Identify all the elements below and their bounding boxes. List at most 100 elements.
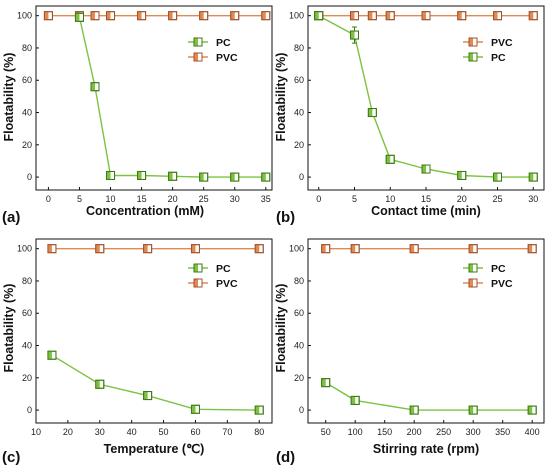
x-tick-label: 0	[316, 194, 321, 204]
data-point-pc-outline	[321, 378, 331, 388]
x-tick-label: 10	[106, 194, 116, 204]
data-point-pc-half	[528, 406, 533, 415]
data-point-pvc-half	[422, 11, 426, 20]
y-tick-label: 80	[22, 43, 32, 53]
data-point-pvc-half	[91, 11, 95, 20]
plot-frame	[35, 238, 273, 424]
data-point-pc	[421, 164, 431, 174]
legend-swatch-marker-half	[194, 38, 198, 46]
x-tick-label: 35	[261, 194, 271, 204]
data-point-pc-outline	[74, 12, 84, 22]
data-point-pc-half	[47, 351, 52, 360]
data-point-pvc	[43, 11, 53, 21]
x-tick-label: 30	[230, 194, 240, 204]
x-tick-label: 150	[377, 427, 392, 437]
y-axis-title: Floatability (%)	[2, 53, 16, 142]
data-point-pc-outline	[409, 405, 419, 415]
data-point-pc	[90, 82, 100, 92]
data-point-pc-outline	[137, 170, 147, 180]
y-tick-label: 60	[294, 75, 304, 85]
data-point-pvc-outline	[143, 244, 153, 254]
data-point-pc-half	[422, 165, 426, 174]
x-tick-label: 30	[528, 194, 538, 204]
data-point-pvc-half	[168, 11, 173, 20]
legend-swatch-marker-outline	[468, 278, 478, 288]
data-point-pc-outline	[190, 404, 200, 414]
x-tick-label: 300	[466, 427, 481, 437]
x-tick-label: 250	[436, 427, 451, 437]
data-point-pc-outline	[230, 172, 240, 182]
x-tick-label: 50	[321, 427, 331, 437]
data-point-pc-half	[386, 155, 391, 164]
legend-swatch-marker-half	[194, 53, 198, 61]
x-tick-label: 70	[222, 427, 232, 437]
data-point-pvc-outline	[385, 11, 395, 21]
data-point-pc	[74, 12, 84, 22]
y-tick-label: 0	[27, 172, 32, 182]
legend-swatch-marker	[468, 37, 478, 47]
data-point-pvc-half	[350, 11, 355, 20]
data-point-pvc-outline	[528, 11, 538, 21]
data-point-pc-half	[351, 396, 356, 405]
y-tick-label: 100	[289, 244, 304, 254]
data-point-pc	[199, 172, 209, 182]
legend: PVC PC	[463, 37, 513, 64]
data-point-pc-outline	[314, 11, 324, 21]
data-point-pc-outline	[385, 154, 395, 164]
x-tick-label: 30	[95, 427, 105, 437]
data-point-pc-outline	[493, 172, 503, 182]
data-point-pc	[190, 404, 200, 414]
data-point-pc	[261, 172, 271, 182]
data-point-pvc-half	[191, 244, 196, 253]
data-point-pvc-outline	[254, 244, 264, 254]
y-tick-label: 0	[299, 405, 304, 415]
data-point-pvc-half	[469, 244, 474, 253]
data-point-pvc	[261, 11, 271, 21]
x-tick-label: 20	[168, 194, 178, 204]
data-point-pvc-half	[106, 11, 111, 20]
series-line-pc	[78, 17, 266, 178]
legend-entry-pc: PC	[216, 37, 231, 49]
data-point-pc-half	[230, 173, 235, 182]
legend-swatch-marker	[193, 278, 203, 288]
data-point-pvc-half	[528, 244, 533, 253]
data-point-pc-half	[493, 173, 498, 182]
y-tick-label: 40	[22, 341, 32, 351]
data-point-pc-half	[106, 171, 111, 180]
y-tick-label: 100	[17, 11, 32, 21]
series-pvc	[321, 244, 537, 254]
series-line-pc	[51, 354, 260, 411]
series-pc	[74, 12, 271, 182]
data-point-pvc-half	[529, 11, 534, 20]
data-point-pvc-outline	[90, 11, 100, 21]
x-tick-label: 5	[77, 194, 82, 204]
data-point-pvc	[457, 11, 467, 21]
data-point-pc-outline	[421, 164, 431, 174]
legend: PC PVC	[188, 263, 238, 290]
data-point-pvc-half	[368, 11, 373, 20]
data-point-pvc-half	[230, 11, 235, 20]
data-point-pvc	[367, 11, 377, 21]
data-point-pvc-outline	[457, 11, 467, 21]
data-point-pc-outline	[47, 350, 57, 360]
plot-frame	[307, 238, 545, 424]
legend-entry-pvc: PVC	[491, 278, 513, 290]
chart-panel-0: 0 5 10 15 20 25 30 35 0 20 40 60 80 100 Concentration …	[2, 5, 273, 226]
data-point-pvc	[90, 11, 100, 21]
series-pvc	[314, 11, 538, 21]
series-pc	[321, 378, 537, 415]
data-point-pvc-outline	[493, 11, 503, 21]
data-point-pc-outline	[350, 395, 360, 405]
data-point-pc-half	[168, 172, 173, 181]
y-tick-label: 40	[22, 108, 32, 118]
y-tick-label: 80	[294, 276, 304, 286]
data-point-pvc-outline	[527, 244, 537, 254]
data-point-pvc-outline	[47, 244, 57, 254]
data-point-pc-outline	[95, 379, 105, 389]
x-tick-label: 350	[495, 427, 510, 437]
x-tick-label: 80	[254, 427, 264, 437]
data-point-pc-outline	[90, 82, 100, 92]
data-point-pvc-half	[457, 11, 462, 20]
data-point-pc-outline	[254, 405, 264, 415]
data-point-pc-outline	[199, 172, 209, 182]
